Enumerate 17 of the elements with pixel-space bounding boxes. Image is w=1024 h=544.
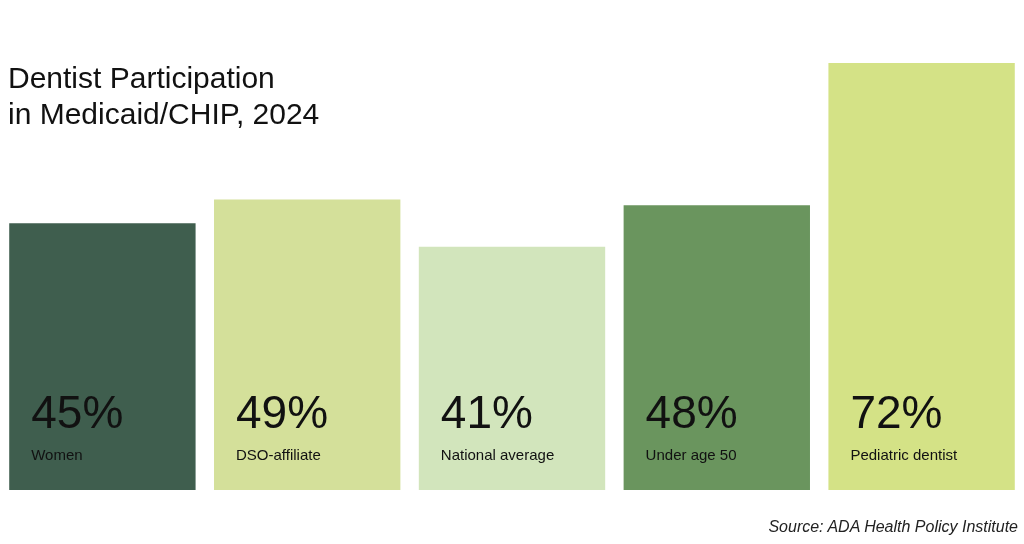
- data-label: 49%: [236, 386, 329, 438]
- text: Dentist Participation in Medicaid/CHIP, 2024: [8, 60, 320, 132]
- bar: [9, 223, 196, 490]
- bar: [418, 246, 606, 490]
- data-label: 45%: [31, 386, 124, 438]
- x-tick-label: National average: [440, 446, 555, 463]
- x-tick-label: Women: [31, 446, 83, 463]
- bar: [214, 199, 401, 490]
- data-label: 72%: [850, 386, 943, 438]
- x-tick-label: DSO-affiliate: [236, 446, 321, 463]
- data-label: 48%: [645, 386, 738, 438]
- data-label: 41%: [440, 386, 533, 438]
- bar: [623, 205, 810, 490]
- source-note: Source: ADA Health Policy Institute: [768, 518, 1018, 536]
- bar: [828, 63, 1015, 490]
- x-tick-label: Under age 50: [645, 446, 737, 463]
- x-tick-label: Pediatric dentist: [850, 446, 958, 463]
